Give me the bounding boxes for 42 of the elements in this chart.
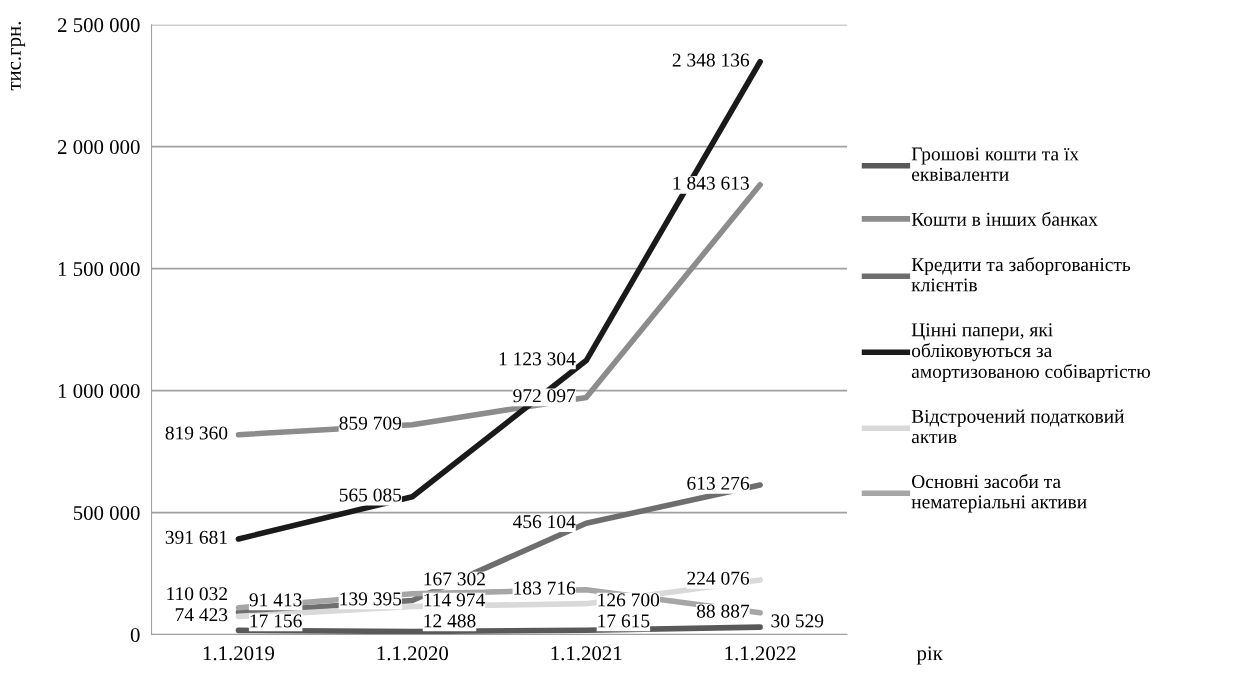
data-label: 114 974 [424, 593, 485, 607]
x-axis-title: рік [916, 646, 943, 665]
y-tick-label: 0 [130, 627, 140, 642]
data-label: 183 716 [514, 581, 576, 595]
data-label: 126 700 [598, 593, 660, 607]
y-tick-label: 500 000 [73, 505, 140, 521]
x-tick-label: 1.1.2020 [377, 646, 449, 661]
data-label: 74 423 [175, 608, 228, 622]
data-label: 110 032 [167, 587, 227, 601]
x-tick-label: 1.1.2019 [203, 646, 275, 661]
y-tick-label: 2 000 000 [57, 140, 140, 155]
data-label: 859 709 [339, 416, 402, 430]
data-label: 819 360 [165, 426, 228, 440]
data-label: 224 076 [687, 571, 750, 585]
data-label: 88 887 [696, 604, 750, 618]
data-label: 30 529 [771, 614, 824, 628]
data-label: 17 615 [598, 614, 650, 628]
data-label: 167 302 [424, 572, 485, 586]
data-label: 91 413 [249, 593, 302, 607]
y-axis-title: тис.грн. [10, 21, 26, 91]
legend-label: Відстрочений податковий актив [911, 409, 1125, 444]
legend-label: Кредити та заборгованість клієнтів [911, 257, 1131, 292]
y-tick-label: 1 000 000 [58, 383, 140, 399]
data-label: 1 843 613 [673, 176, 749, 190]
y-tick-label: 2 500 000 [57, 18, 140, 33]
data-label: 565 085 [339, 488, 402, 502]
legend-label: Цінні папери, які обліковуються за амортизованою собівартістю [911, 323, 1151, 383]
y-tick-label: 1 500 000 [58, 262, 140, 277]
legend-label: Грошові кошти та їх еквіваленти [911, 147, 1079, 181]
x-tick-label: 1.1.2022 [725, 646, 796, 661]
data-label: 613 276 [687, 476, 750, 490]
data-label: 17 156 [250, 614, 302, 628]
data-label: 1 123 304 [499, 352, 576, 366]
legend-label: Основні засоби та нематеріальні активи [911, 473, 1087, 513]
legend-label: Кошти в інших банках [911, 211, 1098, 226]
data-label: 2 348 136 [672, 53, 750, 67]
data-label: 391 681 [165, 530, 227, 544]
x-tick-label: 1.1.2021 [551, 646, 622, 661]
data-label: 12 488 [424, 614, 476, 628]
data-label: 972 097 [513, 389, 576, 403]
data-label: 456 104 [512, 515, 576, 529]
data-label: 139 395 [340, 592, 402, 606]
